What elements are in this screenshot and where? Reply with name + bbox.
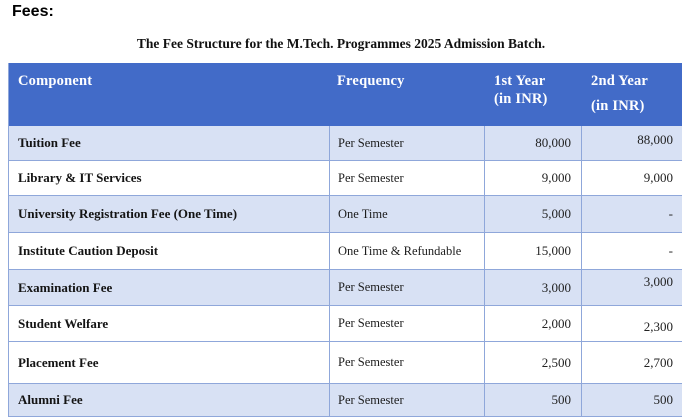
frequency-cell: One Time [329,196,484,232]
year2-cell: 500 [581,384,682,416]
frequency-value: Per Semester [338,135,404,150]
component-value: Institute Caution Deposit [18,243,159,258]
year1-cell: 9,000 [484,161,581,195]
year2-cell: 88,000 [581,126,682,160]
year1-cell: 80,000 [484,126,581,160]
frequency-cell: Per Semester [329,270,484,305]
year2-cell: - [581,196,682,232]
header-cell-frequency: Frequency [329,63,484,126]
year2-value: 3,000 [643,274,673,289]
year2-cell: - [581,233,682,269]
component-cell: Examination Fee [9,270,329,305]
header-cell-year1: 1st Year (in INR) [484,63,581,126]
year1-value: 9,000 [541,170,571,185]
frequency-value: Per Semester [338,280,404,294]
table-row: Institute Caution Deposit One Time & Refu… [9,233,682,270]
frequency-cell: One Time & Refundable [329,233,484,269]
frequency-cell: Per Semester [329,161,484,195]
header-cell-component: Component [9,63,329,126]
header-label: 2nd Year [591,73,649,89]
table-row: Student Welfare Per Semester 2,000 2,300 [9,306,682,342]
table-row: Tuition Fee Per Semester 80,000 88,000 [9,126,682,161]
year1-value: 80,000 [535,135,571,150]
year1-cell: 2,500 [484,342,581,383]
component-cell: Tuition Fee [9,126,329,160]
frequency-value: Per Semester [338,316,404,330]
section-heading: Fees: [12,3,54,20]
table-row: Alumni Fee Per Semester 500 500 [9,384,682,417]
component-value: University Registration Fee (One Time) [18,206,238,221]
header-sublabel: (in INR) [591,98,645,114]
frequency-cell: Per Semester [329,384,484,416]
year1-cell: 3,000 [484,270,581,305]
component-cell: Student Welfare [9,306,329,341]
component-cell: Library & IT Services [9,161,329,195]
year1-value: 2,500 [541,354,571,370]
frequency-value: One Time & Refundable [338,243,462,258]
component-value: Placement Fee [18,354,99,370]
year1-cell: 500 [484,384,581,416]
year1-cell: 15,000 [484,233,581,269]
year1-value: 3,000 [541,279,571,295]
table-row: University Registration Fee (One Time) On… [9,196,682,233]
component-cell: University Registration Fee (One Time) [9,196,329,232]
component-value: Tuition Fee [18,135,81,150]
table-title: The Fee Structure for the M.Tech. Progra… [136,36,546,51]
year1-value: 15,000 [535,243,571,258]
year2-cell: 2,700 [581,342,682,383]
table-body: Tuition Fee Per Semester 80,000 88,000 Libra… [9,126,682,417]
year1-cell: 2,000 [484,306,581,341]
year2-cell: 9,000 [581,161,682,195]
component-value: Student Welfare [18,315,109,331]
year2-value: 88,000 [637,132,673,147]
year2-value: - [668,243,673,258]
frequency-value: One Time [338,206,388,221]
component-value: Library & IT Services [18,170,142,185]
component-cell: Alumni Fee [9,384,329,416]
frequency-value: Per Semester [338,170,404,185]
table-row: Library & IT Services Per Semester 9,000 9,… [9,161,682,196]
year1-value: 500 [551,392,572,407]
frequency-cell: Per Semester [329,126,484,160]
frequency-cell: Per Semester [329,306,484,341]
year2-value: - [668,206,673,221]
year2-cell: 3,000 [581,270,682,305]
frequency-value: Per Semester [338,392,404,407]
table-row: Examination Fee Per Semester 3,000 3,000 [9,270,682,306]
component-cell: Institute Caution Deposit [9,233,329,269]
year1-cell: 5,000 [484,196,581,232]
component-value: Alumni Fee [18,392,83,407]
header-label: Frequency [337,73,405,89]
table-header-row: Component Frequency 1st Year (in INR) 2nd Ye… [9,63,682,126]
table-row: Placement Fee Per Semester 2,500 2,700 [9,342,682,384]
component-value: Examination Fee [18,279,113,295]
year1-value: 5,000 [541,206,571,221]
frequency-cell: Per Semester [329,342,484,383]
year2-value: 2,700 [643,354,673,370]
year2-value: 2,300 [643,318,673,334]
header-cell-year2: 2nd Year (in INR) [581,63,682,126]
component-cell: Placement Fee [9,342,329,383]
header-label: 1st Year [494,73,546,89]
header-sublabel: (in INR) [494,91,548,107]
year2-cell: 2,300 [581,306,682,341]
year1-value: 2,000 [541,315,571,331]
year2-value: 500 [653,392,674,407]
year2-value: 9,000 [643,170,673,185]
header-label: Component [18,73,93,89]
fee-table: Component Frequency 1st Year (in INR) 2nd Ye… [8,63,682,417]
frequency-value: Per Semester [338,355,404,369]
